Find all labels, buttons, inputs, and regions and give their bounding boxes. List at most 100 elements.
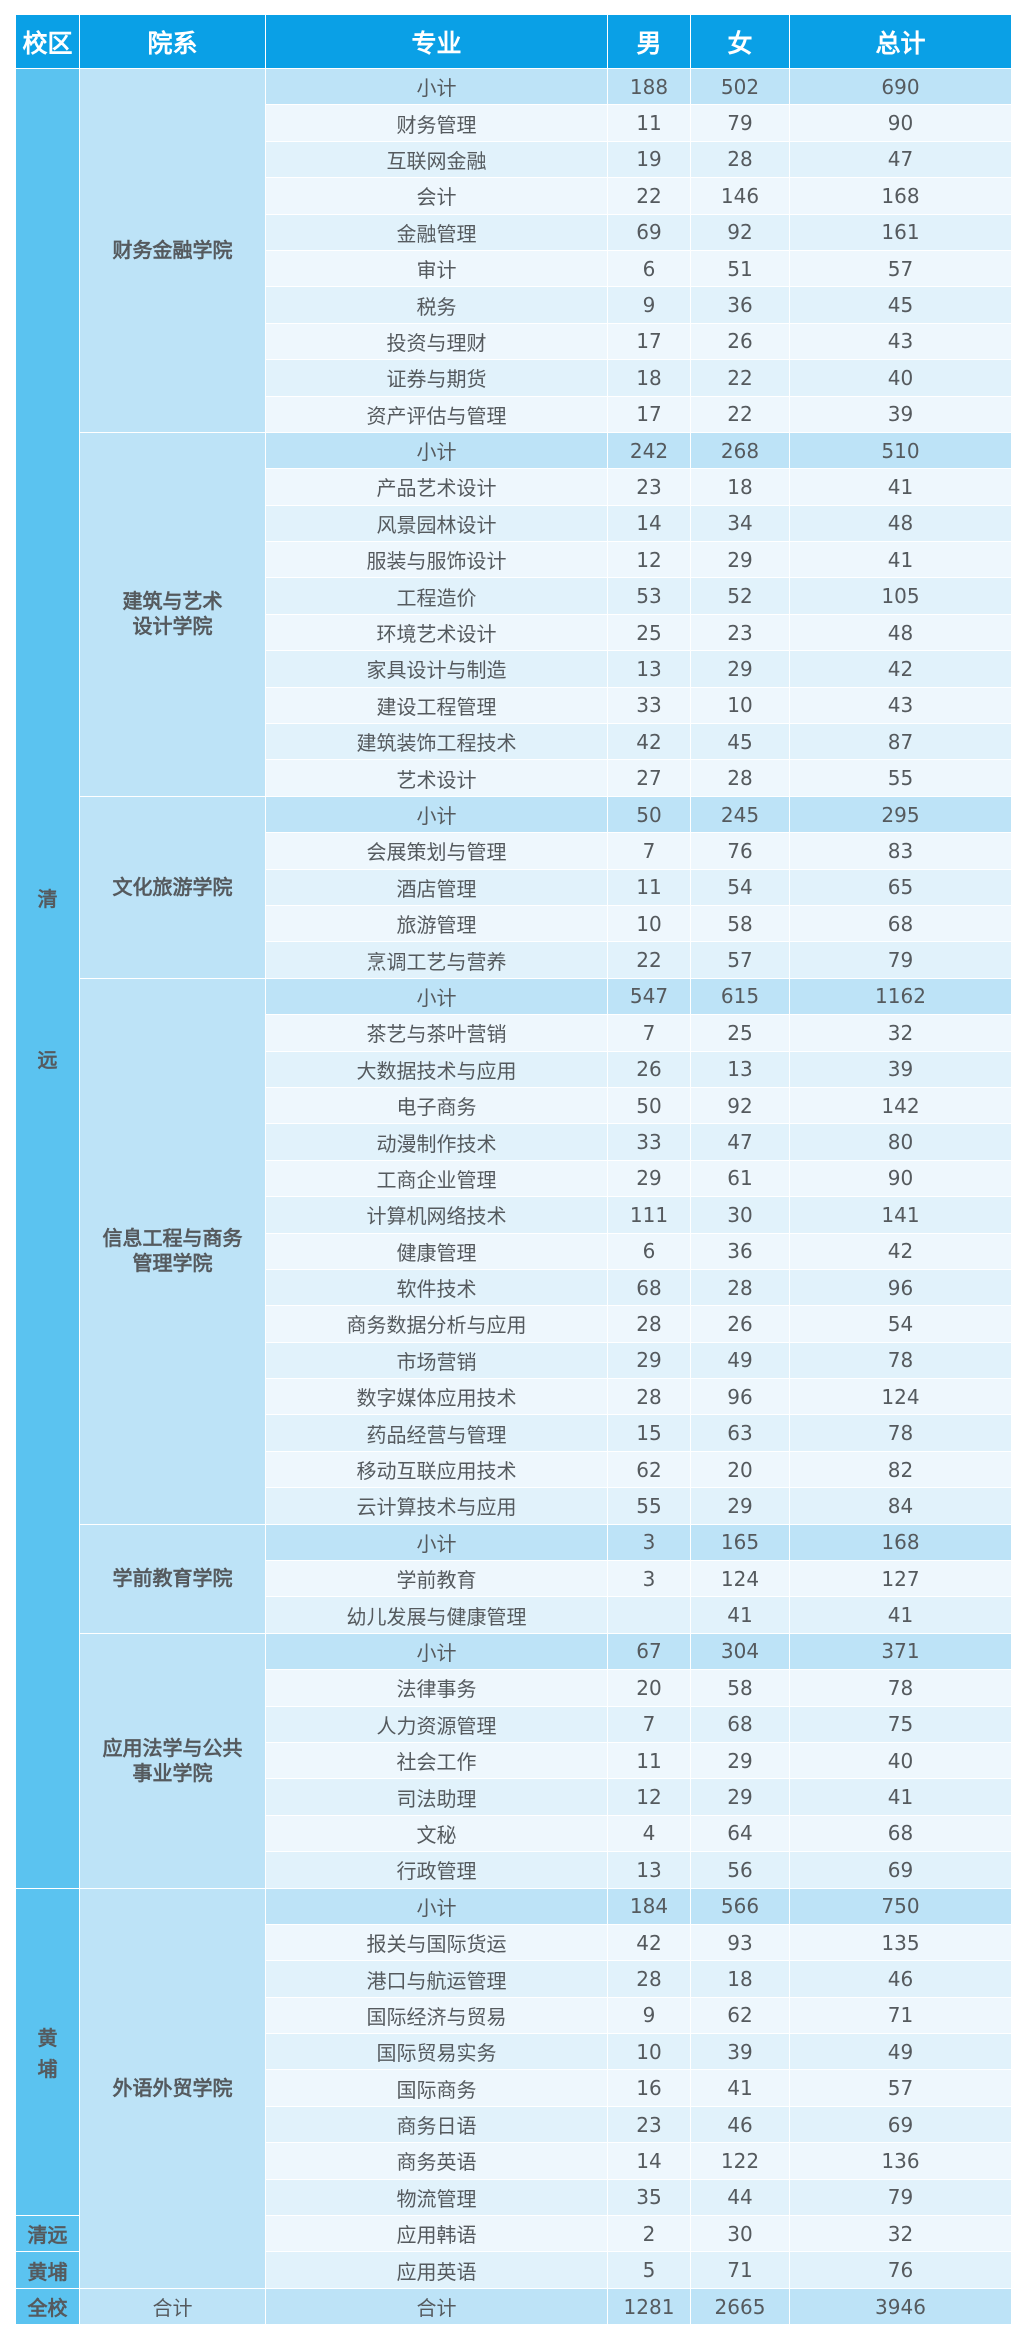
major-cell: 会计	[265, 177, 608, 215]
total-cell: 32	[789, 2215, 1012, 2253]
subtotal-female: 566	[690, 1887, 790, 1925]
table-row: 学前教育 3 124 127	[16, 1560, 1012, 1598]
subtotal-total: 1162	[789, 977, 1012, 1016]
grand-total-male: 1281	[607, 2287, 691, 2326]
female-cell: 96	[690, 1378, 790, 1416]
male-cell: 19	[607, 140, 691, 179]
subtotal-total: 168	[789, 1523, 1012, 1562]
total-cell: 42	[789, 1232, 1012, 1270]
major-cell: 国际经济与贸易	[265, 1996, 608, 2035]
male-cell: 11	[607, 1741, 691, 1780]
table-row: 酒店管理 11 54 65	[16, 868, 1012, 906]
female-cell: 58	[690, 1669, 790, 1707]
subtotal-female: 502	[690, 67, 790, 106]
total-cell: 42	[789, 650, 1012, 688]
table-row: 国际贸易实务 10 39 49	[16, 2033, 1012, 2071]
table-row: 动漫制作技术 33 47 80	[16, 1123, 1012, 1161]
table-row: 服装与服饰设计 12 29 41	[16, 541, 1012, 579]
male-cell: 12	[607, 541, 691, 579]
female-cell: 22	[690, 359, 790, 397]
male-cell: 22	[607, 177, 691, 215]
total-cell: 90	[789, 104, 1012, 142]
total-cell: 43	[789, 322, 1012, 361]
table-row: 工商企业管理 29 61 90	[16, 1159, 1012, 1198]
grand-total-female: 2665	[690, 2287, 790, 2326]
total-cell: 43	[789, 686, 1012, 725]
female-cell: 124	[690, 1560, 790, 1598]
female-cell: 26	[690, 1305, 790, 1343]
major-cell: 环境艺术设计	[265, 613, 608, 652]
male-cell: 29	[607, 1159, 691, 1198]
total-cell: 39	[789, 1050, 1012, 1088]
total-cell: 47	[789, 140, 1012, 179]
department-cell: 财务金融学院	[79, 68, 266, 433]
male-cell: 55	[607, 1487, 691, 1525]
major-cell: 审计	[265, 249, 608, 288]
male-cell: 12	[607, 1778, 691, 1816]
female-cell: 92	[690, 213, 790, 251]
male-cell: 16	[607, 2069, 691, 2107]
male-cell: 7	[607, 832, 691, 870]
male-cell: 7	[607, 1705, 691, 1743]
female-cell: 18	[690, 468, 790, 506]
header-row: 校区 院系 专业 男 女 总计	[15, 14, 1012, 69]
department-name: 学前教育学院	[112, 1566, 233, 1591]
male-cell: 27	[607, 759, 691, 797]
male-cell: 4	[607, 1814, 691, 1853]
major-cell: 风景园林设计	[265, 504, 608, 543]
subtotal-row: 学前教育学院 小计 3 165 168	[16, 1523, 1012, 1634]
male-cell: 33	[607, 686, 691, 725]
table-row: 幼儿发展与健康管理 41 41	[16, 1596, 1012, 1634]
total-cell: 48	[789, 504, 1012, 543]
subtotal-total: 371	[789, 1632, 1012, 1671]
total-cell: 68	[789, 1814, 1012, 1853]
male-cell: 53	[607, 577, 691, 615]
female-cell: 41	[690, 1596, 790, 1634]
female-cell: 34	[690, 504, 790, 543]
total-cell: 87	[789, 723, 1012, 761]
grand-total-department: 合计	[79, 2287, 266, 2326]
table-row: 家具设计与制造 13 29 42	[16, 650, 1012, 688]
table-row: 行政管理 13 56 69	[16, 1851, 1012, 1889]
major-cell: 港口与航运管理	[265, 1960, 608, 1998]
campus-label: 黄埔	[17, 2022, 79, 2082]
table-body: 清远财务金融学院 小计 188 502 690 财务管理 11 79 90 互联网金融 19 28 47…	[15, 67, 1012, 2326]
major-cell: 金融管理	[265, 213, 608, 251]
major-cell: 幼儿发展与健康管理	[265, 1596, 608, 1634]
table-row: 商务日语 23 46 69	[16, 2105, 1012, 2144]
major-cell: 人力资源管理	[265, 1705, 608, 1743]
major-cell: 报关与国际货运	[265, 1923, 608, 1962]
female-cell: 28	[690, 759, 790, 797]
department-cell: 学前教育学院	[79, 1523, 266, 1634]
major-cell: 烹调工艺与营养	[265, 941, 608, 979]
enrollment-table: 校区 院系 专业 男 女 总计 清远财务金融学院 小计 188 502 690 财务管理 1…	[15, 14, 1012, 2326]
female-cell: 10	[690, 686, 790, 725]
major-cell: 证券与期货	[265, 359, 608, 397]
subtotal-female: 245	[690, 795, 790, 834]
department-cell: 建筑与艺术 设计学院	[79, 431, 266, 797]
major-cell: 法律事务	[265, 1669, 608, 1707]
female-cell: 30	[690, 2215, 790, 2253]
total-cell: 84	[789, 1487, 1012, 1525]
major-cell: 数字媒体应用技术	[265, 1378, 608, 1416]
table-row: 旅游管理 10 58 68	[16, 904, 1012, 943]
female-cell: 58	[690, 904, 790, 943]
male-cell: 23	[607, 2105, 691, 2144]
header-female: 女	[690, 14, 790, 69]
major-cell: 应用韩语	[265, 2215, 608, 2253]
male-cell: 33	[607, 1123, 691, 1161]
table-row: 风景园林设计 14 34 48	[16, 504, 1012, 543]
female-cell: 30	[690, 1196, 790, 1234]
male-cell: 20	[607, 1669, 691, 1707]
male-cell: 17	[607, 395, 691, 433]
major-cell: 建设工程管理	[265, 686, 608, 725]
table-row: 法律事务 20 58 78	[16, 1669, 1012, 1707]
total-cell: 69	[789, 2105, 1012, 2144]
major-cell: 服装与服饰设计	[265, 541, 608, 579]
female-cell: 68	[690, 1705, 790, 1743]
female-cell: 54	[690, 868, 790, 906]
table-row: 电子商务 50 92 142	[16, 1086, 1012, 1125]
campus-cell-huangpu: 黄埔	[15, 1887, 80, 2217]
major-cell: 建筑装饰工程技术	[265, 723, 608, 761]
department-name: 应用法学与公共 事业学院	[102, 1735, 243, 1785]
